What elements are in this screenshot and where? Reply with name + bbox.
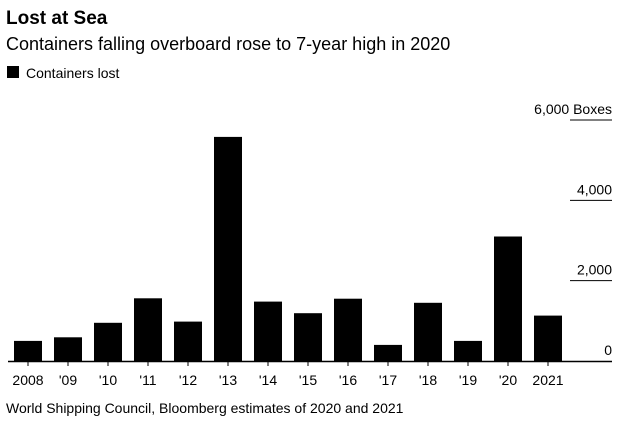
x-tick-label: '14 — [259, 372, 277, 388]
x-tick-label: 2021 — [532, 372, 563, 388]
x-tick-label: '09 — [59, 372, 77, 388]
bar-18 — [414, 302, 442, 361]
x-tick-label: '12 — [179, 372, 197, 388]
x-tick-label: '20 — [499, 372, 517, 388]
bar-16 — [334, 298, 362, 361]
x-tick-label: '17 — [379, 372, 397, 388]
y-tick-label: 6,000 Boxes — [534, 101, 612, 117]
x-tick-label: '19 — [459, 372, 477, 388]
y-tick-label: 0 — [604, 342, 612, 358]
legend: Containers lost — [7, 65, 119, 81]
chart-title: Lost at Sea — [6, 8, 108, 29]
bar-17 — [374, 344, 402, 361]
x-tick-label: '18 — [419, 372, 437, 388]
bar-2021 — [534, 315, 562, 361]
x-tick-label: '10 — [99, 372, 117, 388]
legend-swatch — [7, 66, 19, 78]
bar-14 — [254, 301, 282, 361]
bar-09 — [54, 337, 82, 361]
x-tick-label: 2008 — [12, 372, 43, 388]
bar-20 — [494, 236, 522, 361]
bar-19 — [454, 340, 482, 361]
x-tick-label: '16 — [339, 372, 357, 388]
source-note: World Shipping Council, Bloomberg estima… — [6, 400, 404, 416]
bar-11 — [134, 298, 162, 361]
x-tick-label: '11 — [139, 372, 156, 388]
bars — [14, 136, 562, 361]
legend-label: Containers lost — [26, 65, 119, 81]
y-axis: 0 2,000 4,000 6,000 Boxes — [534, 101, 612, 358]
bar-13 — [214, 136, 242, 361]
bar-12 — [174, 321, 202, 361]
bar-10 — [94, 322, 122, 361]
bar-2008 — [14, 340, 42, 361]
y-tick-label: 2,000 — [577, 262, 612, 278]
x-tick-label: '13 — [219, 372, 237, 388]
bar-15 — [294, 313, 322, 361]
x-axis: 2008 '09 '10 '11 '12 '13 '14 '15 '16 '17 '18 '19 '20… — [8, 360, 612, 388]
y-tick-label: 4,000 — [577, 181, 612, 197]
chart-subtitle: Containers falling overboard rose to 7-y… — [6, 34, 450, 54]
x-tick-label: '15 — [299, 372, 317, 388]
